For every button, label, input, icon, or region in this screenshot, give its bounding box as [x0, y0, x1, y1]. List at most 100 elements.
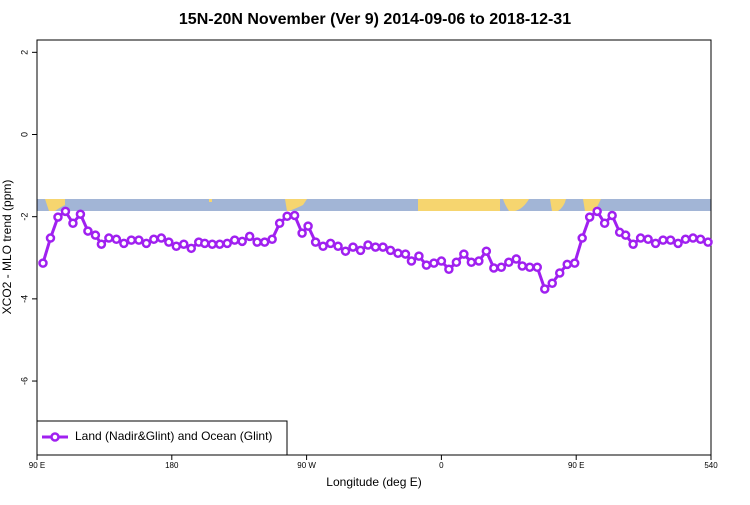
x-tick-label: 90 W	[297, 461, 316, 470]
data-point	[96, 239, 107, 249]
data-point	[318, 241, 328, 252]
data-point	[207, 239, 217, 249]
data-point	[517, 261, 528, 271]
data-point	[297, 228, 307, 238]
data-point	[628, 239, 638, 249]
data-point	[532, 262, 543, 272]
y-tick-label: 0	[19, 132, 29, 137]
data-point	[393, 248, 403, 259]
data-point	[421, 260, 432, 270]
data-point	[355, 245, 366, 256]
chart-title: 15N-20N November (Ver 9) 2014-09-06 to 2…	[179, 11, 571, 28]
data-point	[179, 239, 189, 249]
data-point	[703, 237, 713, 247]
data-point	[259, 237, 270, 247]
data-point	[68, 218, 78, 229]
data-point	[244, 231, 255, 242]
data-point	[643, 234, 653, 245]
data-point	[406, 256, 417, 266]
data-point	[481, 246, 492, 256]
plot-frame	[36, 39, 712, 456]
data-point	[496, 262, 507, 272]
data-point	[429, 258, 439, 268]
data-point	[282, 211, 292, 222]
data-point	[554, 268, 565, 278]
x-tick-label: 0	[439, 461, 444, 470]
data-point	[53, 212, 63, 222]
data-point	[607, 210, 617, 221]
data-point	[333, 241, 343, 252]
data-point	[584, 212, 595, 222]
data-point	[511, 254, 522, 264]
x-tick-label: 540	[704, 461, 718, 470]
data-point	[466, 257, 477, 268]
data-point	[237, 236, 247, 247]
x-tick-label: 90 E	[29, 461, 45, 470]
legend-box	[36, 420, 288, 456]
data-point	[164, 237, 174, 247]
x-axis-label: Longitude (deg E)	[326, 475, 421, 489]
data-point	[149, 234, 159, 245]
data-point	[141, 238, 152, 249]
data-point	[414, 251, 424, 261]
data-point	[252, 237, 262, 247]
data-point	[673, 238, 683, 249]
data-point	[134, 235, 144, 245]
data-point	[45, 233, 56, 243]
data-point	[525, 262, 535, 272]
data-point	[658, 235, 668, 245]
x-tick-label: 90 E	[568, 461, 584, 470]
y-tick-label: -2	[19, 213, 29, 221]
y-tick-label: 2	[19, 50, 29, 55]
data-point	[444, 264, 454, 275]
map-strip	[37, 199, 711, 211]
data-point	[38, 258, 48, 268]
data-point	[620, 230, 631, 240]
data-point	[370, 242, 381, 252]
legend-marker	[50, 432, 60, 442]
data-point	[222, 238, 232, 249]
data-point	[214, 239, 225, 249]
data-point	[325, 238, 336, 249]
data-point	[599, 218, 610, 229]
data-point	[363, 240, 373, 250]
data-point	[200, 238, 210, 249]
data-point	[577, 233, 587, 243]
data-point	[562, 259, 572, 270]
data-point	[229, 235, 240, 245]
data-point	[340, 246, 351, 256]
x-tick-label: 180	[165, 461, 179, 470]
data-point	[489, 263, 499, 273]
legend-label: Land (Nadir&Glint) and Ocean (Glint)	[75, 429, 272, 443]
data-point	[378, 242, 388, 252]
data-point	[186, 243, 197, 254]
data-point	[267, 234, 277, 245]
data-point	[171, 241, 182, 252]
data-point	[650, 238, 661, 249]
data-point	[688, 233, 698, 243]
data-point	[90, 230, 101, 240]
data-point	[385, 245, 396, 256]
data-point	[504, 257, 514, 268]
data-point	[436, 256, 447, 266]
data-point	[60, 206, 71, 217]
data-point	[303, 221, 313, 231]
data-point	[695, 234, 706, 245]
data-point	[348, 242, 358, 252]
y-axis-label: XCO2 - MLO trend (ppm)	[0, 180, 14, 315]
data-point	[274, 218, 285, 229]
data-point	[83, 226, 93, 236]
data-point	[592, 206, 602, 217]
data-point	[104, 233, 114, 243]
legend: Land (Nadir&Glint) and Ocean (Glint)	[36, 420, 288, 456]
data-point	[451, 257, 462, 268]
data-point	[400, 249, 411, 259]
data-point	[111, 234, 122, 245]
data-point	[75, 209, 86, 219]
data-point	[289, 210, 300, 221]
data-point	[156, 233, 167, 243]
data-point	[539, 284, 550, 294]
y-tick-label: -6	[19, 377, 29, 385]
data-point	[547, 278, 557, 288]
